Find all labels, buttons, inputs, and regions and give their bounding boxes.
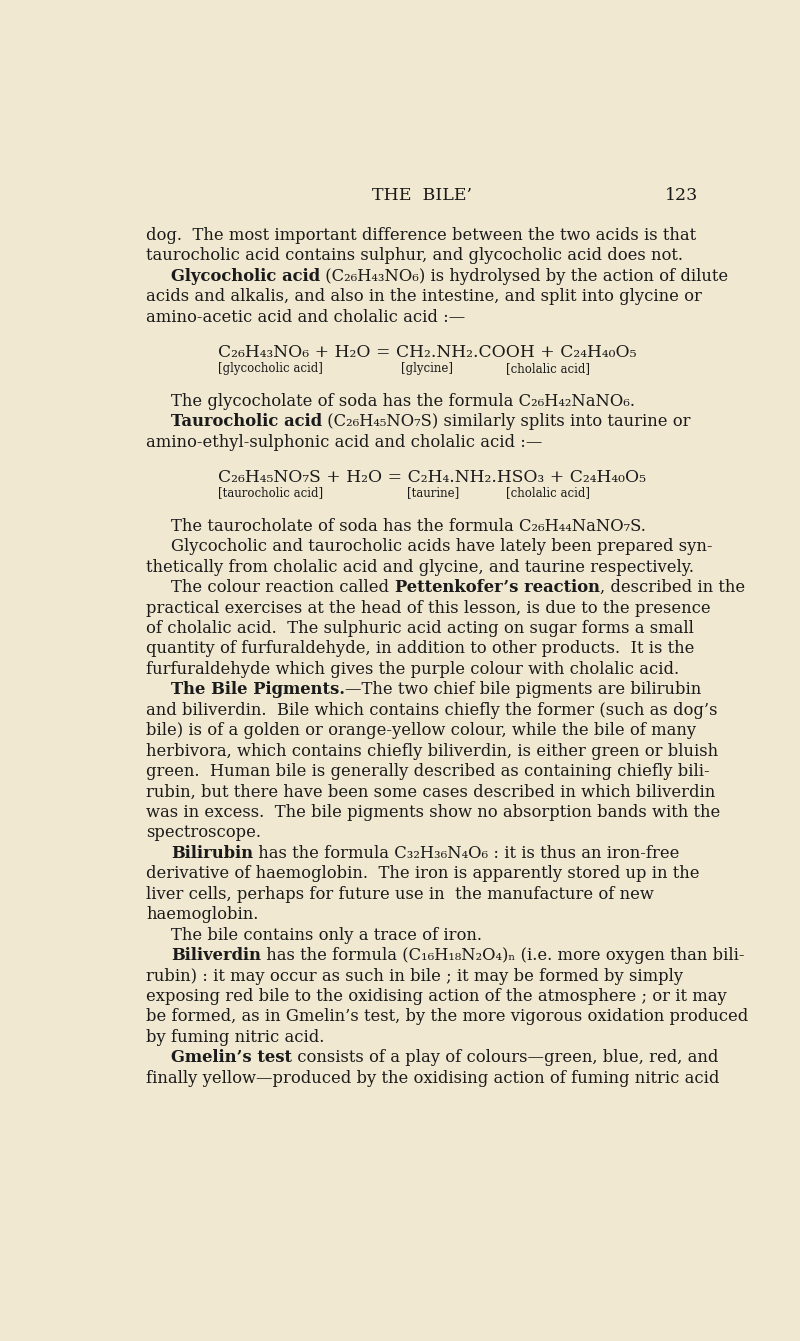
Text: Glycocholic and taurocholic acids have lately been prepared syn-: Glycocholic and taurocholic acids have l… [171,538,713,555]
Text: quantity of furfuraldehyde, in addition to other products.  It is the: quantity of furfuraldehyde, in addition … [146,641,695,657]
Text: [cholalic acid]: [cholalic acid] [506,487,590,500]
Text: has the formula (C₁₆H₁₈N₂O₄)ₙ (i.e. more oxygen than bili-: has the formula (C₁₆H₁₈N₂O₄)ₙ (i.e. more… [262,947,745,964]
Text: thetically from cholalic acid and glycine, and taurine respectively.: thetically from cholalic acid and glycin… [146,559,694,575]
Text: Glycocholic acid: Glycocholic acid [171,268,321,284]
Text: derivative of haemoglobin.  The iron is apparently stored up in the: derivative of haemoglobin. The iron is a… [146,865,700,882]
Text: C₂₆H₄₃NO₆ + H₂O = CH₂.NH₂.COOH + C₂₄H₄₀O₅: C₂₆H₄₃NO₆ + H₂O = CH₂.NH₂.COOH + C₂₄H₄₀O… [218,343,636,361]
Text: by fuming nitric acid.: by fuming nitric acid. [146,1029,325,1046]
Text: amino-ethyl-sulphonic acid and cholalic acid :—: amino-ethyl-sulphonic acid and cholalic … [146,433,543,451]
Text: (C₂₆H₄₃NO₆) is hydrolysed by the action of dilute: (C₂₆H₄₃NO₆) is hydrolysed by the action … [321,268,729,284]
Text: The Bile Pigments.: The Bile Pigments. [171,681,346,699]
Text: finally yellow—produced by the oxidising action of fuming nitric acid: finally yellow—produced by the oxidising… [146,1070,720,1086]
Text: taurocholic acid contains sulphur, and glycocholic acid does not.: taurocholic acid contains sulphur, and g… [146,248,683,264]
Text: liver cells, perhaps for future use in  the manufacture of new: liver cells, perhaps for future use in t… [146,886,654,902]
Text: of cholalic acid.  The sulphuric acid acting on sugar forms a small: of cholalic acid. The sulphuric acid act… [146,620,694,637]
Text: herbivora, which contains chiefly biliverdin, is either green or bluish: herbivora, which contains chiefly bilive… [146,743,718,759]
Text: exposing red bile to the oxidising action of the atmosphere ; or it may: exposing red bile to the oxidising actio… [146,988,727,1004]
Text: Biliverdin: Biliverdin [171,947,262,964]
Text: amino-acetic acid and cholalic acid :—: amino-acetic acid and cholalic acid :— [146,308,466,326]
Text: and biliverdin.  Bile which contains chiefly the former (such as dog’s: and biliverdin. Bile which contains chie… [146,701,718,719]
Text: acids and alkalis, and also in the intestine, and split into glycine or: acids and alkalis, and also in the intes… [146,288,702,306]
Text: has the formula C₃₂H₃₆N₄O₆ : it is thus an iron-free: has the formula C₃₂H₃₆N₄O₆ : it is thus … [254,845,680,862]
Text: Bilirubin: Bilirubin [171,845,254,862]
Text: THE  BILE’: THE BILE’ [373,186,472,204]
Text: haemoglobin.: haemoglobin. [146,907,259,923]
Text: rubin) : it may occur as such in bile ; it may be formed by simply: rubin) : it may occur as such in bile ; … [146,967,684,984]
Text: dog.  The most important difference between the two acids is that: dog. The most important difference betwe… [146,227,697,244]
Text: spectroscope.: spectroscope. [146,825,262,841]
Text: [glycocholic acid]: [glycocholic acid] [218,362,322,374]
Text: C₂₆H₄₅NO₇S + H₂O = C₂H₄.NH₂.HSO₃ + C₂₄H₄₀O₅: C₂₆H₄₅NO₇S + H₂O = C₂H₄.NH₂.HSO₃ + C₂₄H₄… [218,468,646,485]
Text: practical exercises at the head of this lesson, is due to the presence: practical exercises at the head of this … [146,599,711,617]
Text: [glycine]: [glycine] [401,362,453,374]
Text: —The two chief bile pigments are bilirubin: —The two chief bile pigments are bilirub… [346,681,702,699]
Text: The colour reaction called: The colour reaction called [171,579,394,595]
Text: [taurine]: [taurine] [407,487,459,500]
Text: , described in the: , described in the [599,579,745,595]
Text: The glycocholate of soda has the formula C₂₆H₄₂NaNO₆.: The glycocholate of soda has the formula… [171,393,635,410]
Text: green.  Human bile is generally described as containing chiefly bili-: green. Human bile is generally described… [146,763,710,780]
Text: Pettenkofer’s reaction: Pettenkofer’s reaction [394,579,599,595]
Text: 123: 123 [665,186,698,204]
Text: [taurocholic acid]: [taurocholic acid] [218,487,323,500]
Text: be formed, as in Gmelin’s test, by the more vigorous oxidation produced: be formed, as in Gmelin’s test, by the m… [146,1008,749,1026]
Text: consists of a play of colours—green, blue, red, and: consists of a play of colours—green, blu… [292,1049,718,1066]
Text: The taurocholate of soda has the formula C₂₆H₄₄NaNO₇S.: The taurocholate of soda has the formula… [171,518,646,535]
Text: Taurocholic acid: Taurocholic acid [171,413,322,430]
Text: furfuraldehyde which gives the purple colour with cholalic acid.: furfuraldehyde which gives the purple co… [146,661,680,677]
Text: was in excess.  The bile pigments show no absorption bands with the: was in excess. The bile pigments show no… [146,805,721,821]
Text: rubin, but there have been some cases described in which biliverdin: rubin, but there have been some cases de… [146,783,716,801]
Text: [cholalic acid]: [cholalic acid] [506,362,590,374]
Text: bile) is of a golden or orange-yellow colour, while the bile of many: bile) is of a golden or orange-yellow co… [146,723,697,739]
Text: Gmelin’s test: Gmelin’s test [171,1049,292,1066]
Text: The bile contains only a trace of iron.: The bile contains only a trace of iron. [171,927,482,944]
Text: (C₂₆H₄₅NO₇S) similarly splits into taurine or: (C₂₆H₄₅NO₇S) similarly splits into tauri… [322,413,691,430]
